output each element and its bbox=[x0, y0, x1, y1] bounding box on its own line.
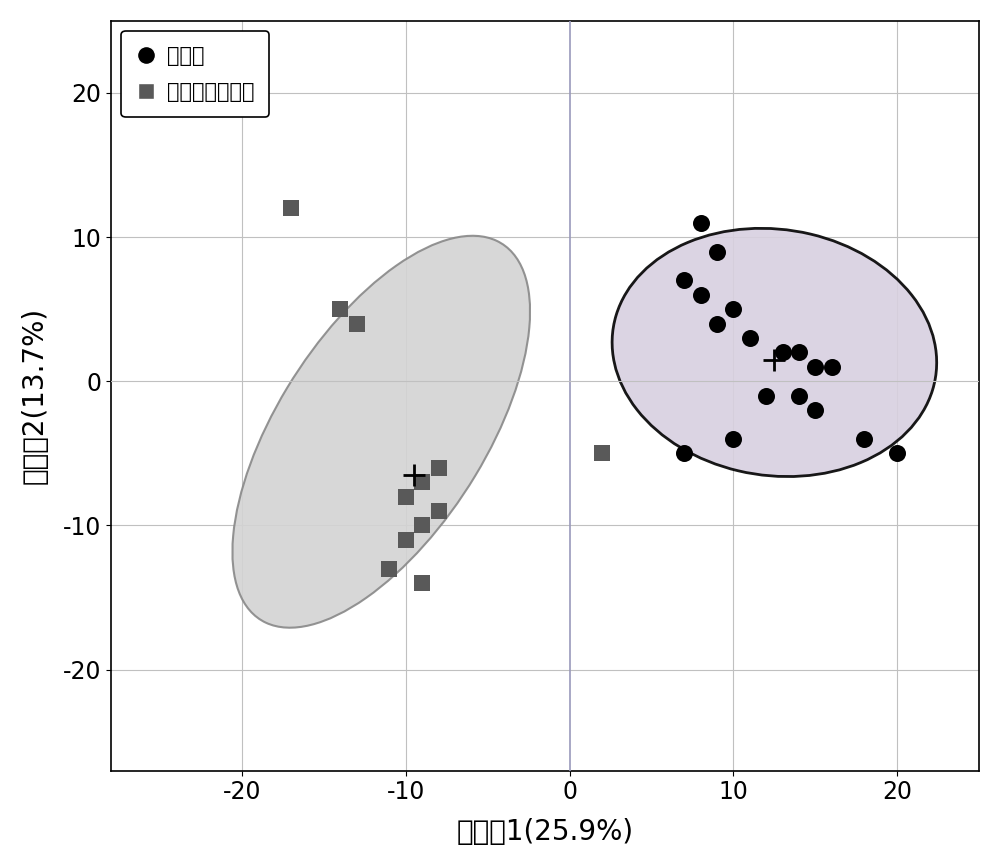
Point bbox=[742, 331, 758, 345]
Point bbox=[856, 432, 872, 446]
Ellipse shape bbox=[612, 228, 937, 477]
Point bbox=[594, 447, 610, 460]
Point bbox=[414, 577, 430, 590]
Point bbox=[775, 346, 791, 360]
Point bbox=[414, 518, 430, 532]
Point bbox=[807, 403, 823, 417]
Y-axis label: 主成分2(13.7%): 主成分2(13.7%) bbox=[21, 307, 49, 485]
Point bbox=[807, 360, 823, 374]
Point bbox=[791, 346, 807, 360]
Point bbox=[889, 447, 905, 460]
Point bbox=[283, 201, 299, 215]
Point bbox=[332, 303, 348, 316]
Point bbox=[398, 490, 414, 504]
Point bbox=[431, 461, 447, 475]
Point bbox=[414, 475, 430, 489]
Point bbox=[709, 316, 725, 330]
Point bbox=[431, 504, 447, 518]
Ellipse shape bbox=[232, 236, 530, 628]
Point bbox=[349, 316, 365, 330]
Point bbox=[758, 388, 774, 402]
Point bbox=[381, 562, 397, 576]
Point bbox=[824, 360, 840, 374]
Point bbox=[791, 388, 807, 402]
Point bbox=[709, 244, 725, 258]
Legend: 对照组, 白藜芦醇给药组: 对照组, 白藜芦醇给药组 bbox=[121, 31, 269, 117]
Point bbox=[676, 273, 692, 287]
Point bbox=[676, 447, 692, 460]
Point bbox=[693, 288, 709, 302]
Point bbox=[725, 303, 741, 316]
Point bbox=[725, 432, 741, 446]
Point bbox=[398, 533, 414, 547]
Point bbox=[693, 216, 709, 230]
X-axis label: 主成分1(25.9%): 主成分1(25.9%) bbox=[456, 818, 634, 846]
